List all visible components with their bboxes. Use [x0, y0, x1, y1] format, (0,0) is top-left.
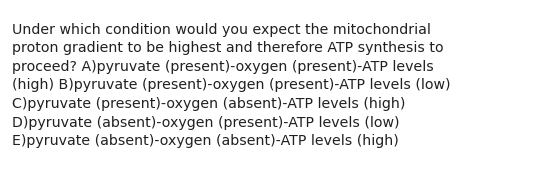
Text: Under which condition would you expect the mitochondrial
proton gradient to be h: Under which condition would you expect t…: [12, 23, 451, 148]
